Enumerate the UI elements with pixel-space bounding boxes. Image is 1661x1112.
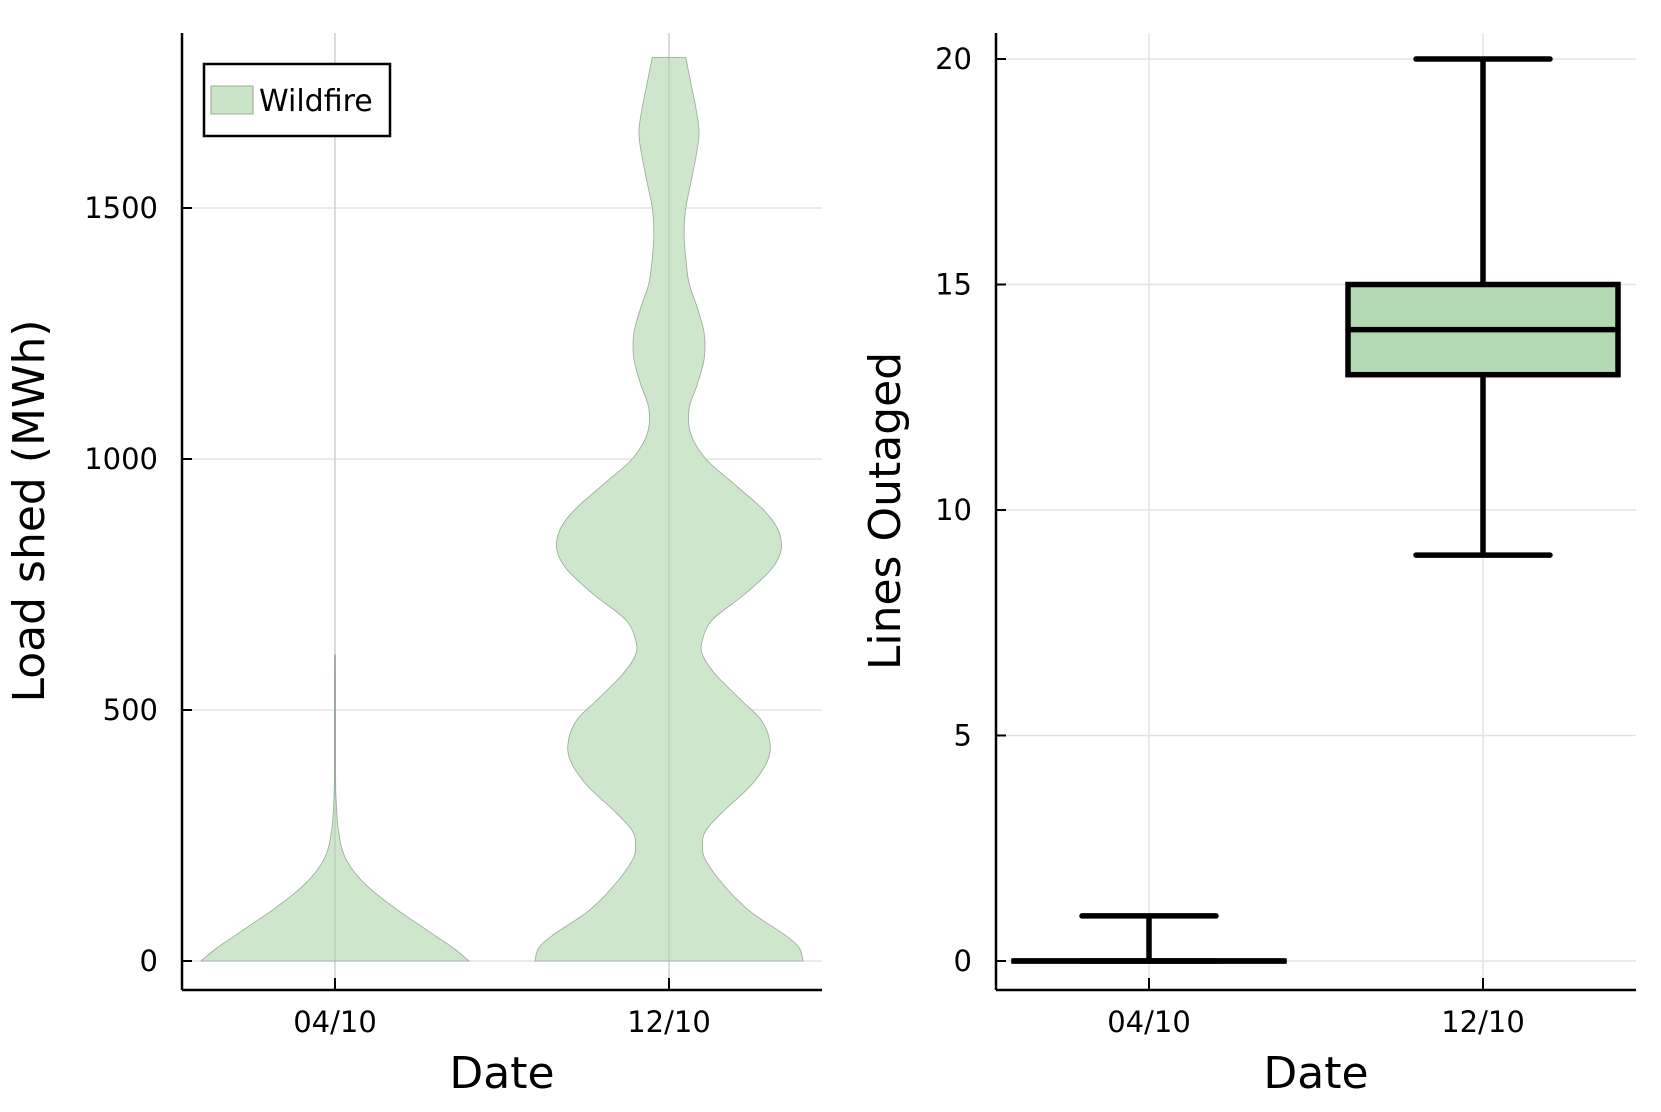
legend: Wildfire [204, 64, 390, 136]
box-12-10 [1348, 59, 1618, 555]
boxplot-y-tick-label: 15 [935, 268, 972, 302]
boxplot-x-tick-label: 04/10 [1107, 1005, 1191, 1039]
legend-swatch [211, 86, 253, 114]
violin-y-axis-label: Load shed (MWh) [4, 319, 55, 702]
violin-x-axis-label: Date [449, 1048, 554, 1099]
violin-y-tick-label: 1500 [84, 191, 158, 225]
boxplot-y-axis-label: Lines Outaged [860, 352, 911, 670]
violin-y-tick-label: 500 [103, 693, 158, 727]
violin-y-tick-label: 0 [140, 944, 158, 978]
violin-x-tick-label: 04/10 [293, 1005, 377, 1039]
boxplot-y-tick-label: 20 [935, 42, 972, 76]
violin-x-ticks: 04/10 12/10 [293, 978, 711, 1039]
boxplot-y-tick-label: 5 [954, 719, 972, 753]
boxplot-x-ticks: 04/10 12/10 [1107, 978, 1525, 1039]
violin-y-ticks: 0 500 1000 1500 [84, 191, 192, 978]
violin-y-tick-label: 1000 [84, 442, 158, 476]
boxplot-y-tick-label: 10 [935, 493, 972, 527]
boxplot-panel: 0 5 10 15 20 04/10 12/10 Date Lines Outaged [860, 33, 1636, 1099]
violin-x-tick-label: 12/10 [627, 1005, 711, 1039]
boxplot-gridlines [996, 33, 1636, 990]
box-04-10 [1014, 916, 1284, 961]
boxplot-axes [996, 33, 1636, 990]
boxplot-x-tick-label: 12/10 [1441, 1005, 1525, 1039]
boxplot-y-tick-label: 0 [954, 944, 972, 978]
violin-shapes [201, 33, 803, 990]
boxplot-x-axis-label: Date [1263, 1048, 1368, 1099]
legend-label: Wildfire [259, 84, 373, 119]
violin-panel: 0 500 1000 1500 04/10 12/10 Date Load shed (… [4, 33, 822, 1099]
